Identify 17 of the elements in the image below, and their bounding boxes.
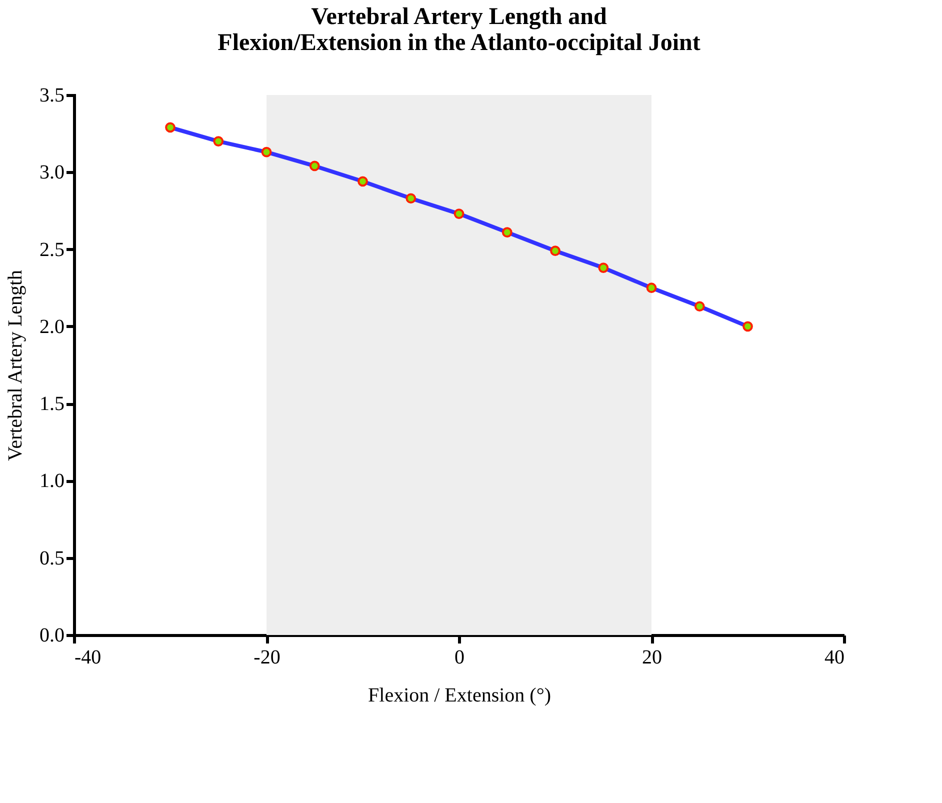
y-axis-title: Vertebral Artery Length <box>4 270 26 462</box>
x-tick-label: 0 <box>454 646 464 668</box>
x-tick-label: -40 <box>74 646 102 668</box>
y-tick-label: 0.0 <box>40 624 64 646</box>
y-tick-label: 0.5 <box>40 547 64 570</box>
x-axis-title: Flexion / Extension (°) <box>368 684 551 706</box>
y-tick-label: 3.0 <box>40 162 64 184</box>
y-tick-label: 3.5 <box>40 84 64 106</box>
x-tick-label: 20 <box>642 646 662 668</box>
y-tick-label: 2.5 <box>40 238 64 261</box>
x-tick-label: -20 <box>254 646 280 668</box>
text: Vertebral Artery Length and <box>311 4 607 30</box>
y-tick-label: 1.0 <box>40 470 64 492</box>
y-tick-label: 2.0 <box>40 316 64 338</box>
y-tick-label: 1.5 <box>40 393 64 416</box>
text: Flexion/Extension in the Atlanto-occipital Joint <box>218 30 700 56</box>
x-tick-label: 40 <box>824 646 844 668</box>
